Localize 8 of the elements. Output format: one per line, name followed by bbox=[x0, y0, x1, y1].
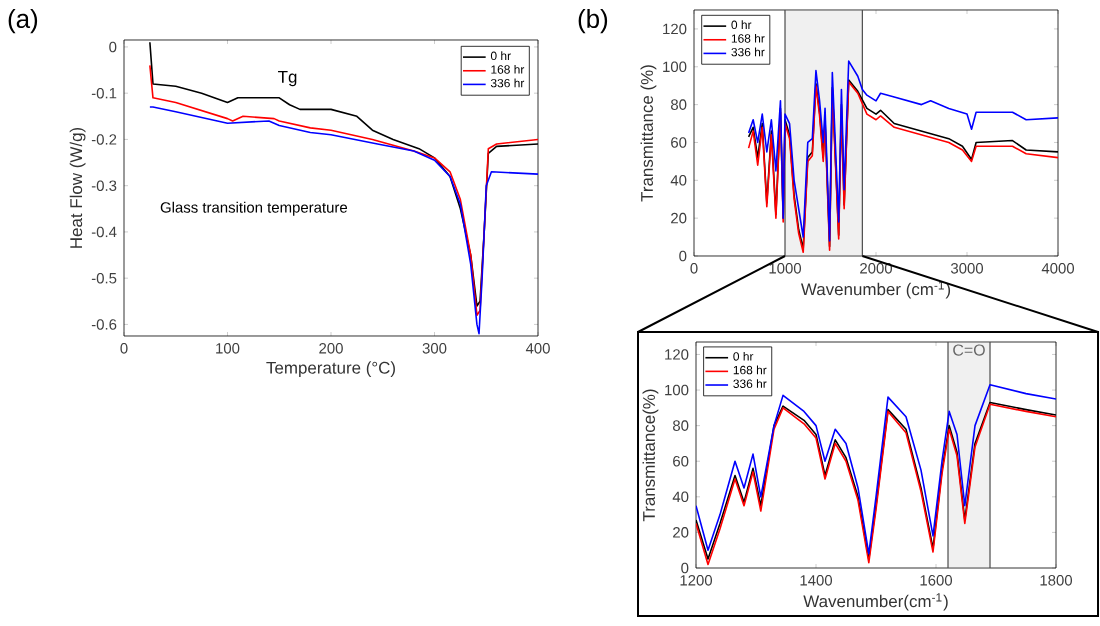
annotation: Tg bbox=[278, 70, 297, 87]
x-axis-title: Temperature (°C) bbox=[266, 361, 395, 378]
y-axis-title: Transmittance (%) bbox=[640, 65, 657, 202]
y-axis-title: Heat Flow (W/g) bbox=[69, 127, 86, 248]
text: (a) bbox=[8, 9, 38, 34]
x-axis-title: Wavenumber(cm$^{-1}$) bbox=[803, 593, 948, 611]
y-axis-title: Transmittance(%) bbox=[642, 389, 659, 522]
text: (b) bbox=[578, 9, 608, 34]
